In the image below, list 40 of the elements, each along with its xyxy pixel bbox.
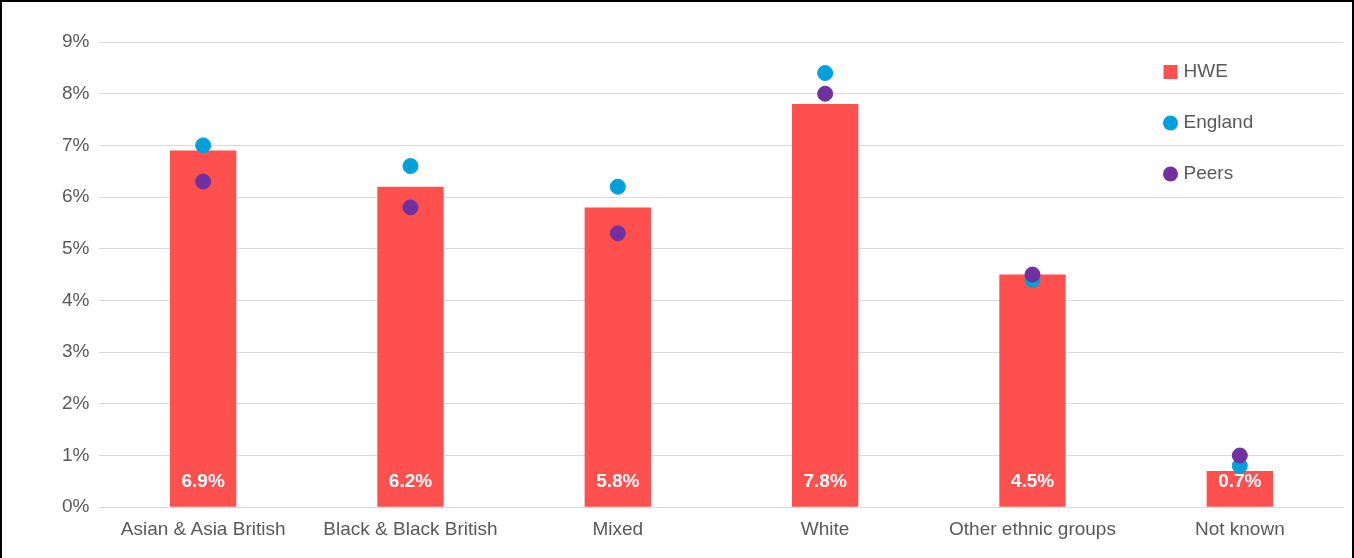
y-tick-label: 1% (61, 443, 90, 465)
y-tick-label: 3% (61, 340, 90, 362)
bar (169, 150, 237, 507)
data-label: 7.8% (803, 470, 847, 492)
x-tick-label: Black & Black British (323, 517, 498, 539)
point (402, 158, 419, 175)
point (609, 178, 626, 195)
point (609, 225, 626, 242)
data-label: 4.5% (1010, 470, 1055, 492)
x-tick-label: Not known (1194, 517, 1285, 539)
bar (584, 207, 651, 507)
y-tick-label: 7% (61, 133, 90, 155)
y-tick-label: 6% (61, 185, 90, 207)
point (195, 137, 212, 154)
x-tick-label: Other ethnic groups (949, 517, 1116, 539)
y-tick-label: 0% (61, 495, 90, 517)
data-label: 6.9% (181, 470, 225, 492)
data-label: 5.8% (596, 470, 640, 492)
data-label: 0.7% (1218, 470, 1262, 492)
legend-label: HWE (1183, 60, 1228, 82)
point (817, 65, 834, 82)
point (195, 173, 212, 190)
x-tick-label: Asian & Asia British (120, 517, 286, 539)
y-tick-label: 2% (61, 392, 90, 414)
bar (999, 274, 1066, 507)
point (1024, 266, 1041, 283)
x-tick-label: White (800, 517, 850, 539)
y-tick-label: 4% (61, 288, 90, 310)
legend-label: Peers (1183, 162, 1234, 184)
legend-label: England (1183, 111, 1254, 133)
y-tick-label: 8% (61, 81, 90, 103)
y-tick-label: 9% (61, 30, 90, 52)
point (1231, 447, 1248, 464)
point (402, 199, 419, 216)
x-tick-label: Mixed (592, 517, 644, 539)
data-label: 6.2% (388, 470, 433, 492)
bar (791, 104, 859, 507)
y-tick-label: 5% (61, 236, 90, 258)
point (817, 85, 834, 102)
bar (377, 186, 444, 507)
